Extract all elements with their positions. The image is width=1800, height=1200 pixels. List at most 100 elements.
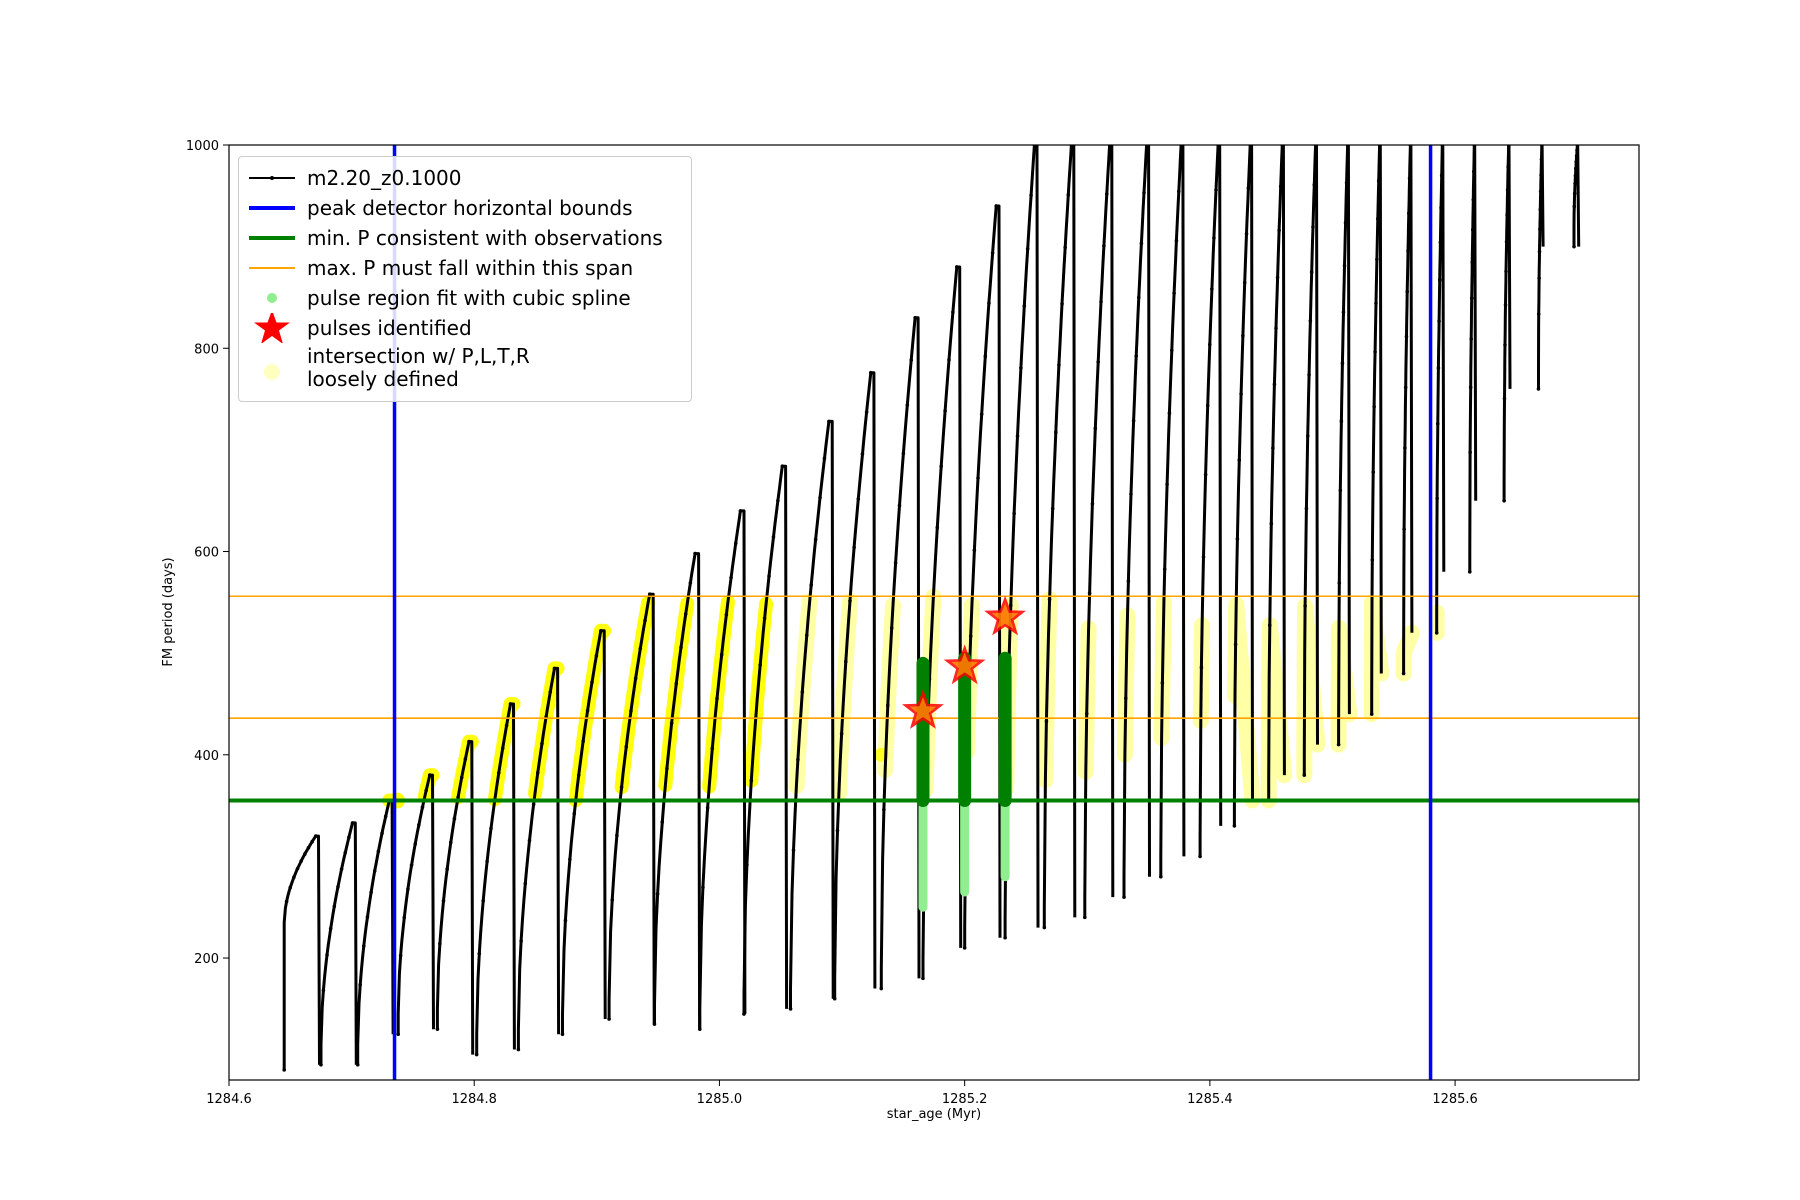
model-point [1502, 396, 1507, 401]
model-point [771, 535, 776, 539]
model-point [1096, 360, 1100, 364]
model-point [972, 548, 977, 553]
model-point [776, 498, 780, 503]
model-point [742, 1012, 746, 1016]
model-curve-cycle-14 [833, 371, 877, 999]
model-point [599, 628, 603, 633]
model-point [427, 773, 432, 777]
model-point [1269, 521, 1274, 526]
model-curve-cycle-29 [1402, 145, 1414, 674]
model-point [1338, 488, 1343, 493]
model-point [1403, 385, 1408, 390]
model-point [733, 541, 738, 546]
model-point [563, 918, 568, 923]
model-point [1539, 157, 1544, 162]
model-point [1278, 184, 1283, 189]
model-point [1029, 193, 1033, 198]
legend-item-pulses: pulses identified [239, 313, 691, 343]
model-point [1502, 498, 1506, 503]
model-point [1022, 304, 1027, 308]
model-point [1241, 333, 1245, 338]
model-point [893, 561, 898, 565]
model-point [962, 946, 967, 950]
model-point [1047, 597, 1052, 602]
model-point [1274, 326, 1278, 331]
model-point [474, 1052, 479, 1057]
model-curve-cycle-22 [1159, 145, 1186, 877]
legend-marker-handle [267, 293, 277, 303]
model-point [1537, 276, 1541, 281]
model-point [420, 805, 425, 810]
model-point [523, 881, 528, 886]
model-point [303, 852, 307, 856]
model-point [527, 838, 532, 843]
model-point [701, 885, 705, 890]
model-point [758, 663, 762, 667]
model-point [1344, 180, 1349, 185]
model-point [1470, 260, 1475, 265]
model-point [459, 775, 464, 780]
model-curve-cycle-11 [698, 509, 747, 1030]
model-point [843, 659, 848, 664]
model-curve-cycle-15 [879, 316, 921, 989]
model-point [688, 581, 693, 585]
legend-line-handle [249, 236, 295, 240]
model-point [804, 633, 809, 637]
x-tick-label: 1285.0 [697, 1092, 743, 1107]
model-point [951, 310, 955, 314]
model-point [1176, 189, 1181, 194]
model-point [879, 986, 884, 991]
axes-layer: 1284.6 1284.8 1285.0 1285.2 1285.4 1285.6 200 4… [186, 139, 1478, 1107]
model-point [424, 788, 428, 793]
model-point [1057, 363, 1061, 367]
model-point [435, 1027, 440, 1031]
model-point [1050, 506, 1055, 511]
model-point [1205, 403, 1210, 408]
model-point [868, 370, 873, 375]
model-curve-cycle-27 [1337, 145, 1351, 745]
model-point [643, 618, 647, 623]
model-point [1275, 275, 1280, 280]
model-point [1506, 165, 1510, 169]
model-point [1437, 319, 1441, 324]
model-point [1375, 216, 1380, 221]
model-point [1099, 299, 1103, 304]
model-point [710, 746, 715, 751]
model-point [1373, 350, 1377, 354]
model-point [660, 820, 665, 824]
pulse-star-highlight-2 [951, 652, 978, 678]
model-point [1134, 354, 1138, 358]
model-point [548, 690, 553, 694]
model-point [1437, 278, 1442, 282]
model-point [1207, 342, 1212, 347]
model-point [481, 899, 485, 903]
model-point [619, 785, 624, 789]
model-point [1341, 310, 1346, 314]
x-tick-label: 1284.8 [451, 1092, 497, 1107]
model-point [839, 731, 844, 736]
model-point [1375, 257, 1379, 262]
model-point [655, 892, 660, 896]
model-point [456, 795, 460, 800]
model-point [683, 612, 688, 616]
model-curve-cycle-20 [1083, 145, 1115, 918]
model-point [409, 863, 414, 867]
model-point [1538, 227, 1542, 232]
x-tick-label: 1285.4 [1187, 1092, 1233, 1107]
model-point [780, 464, 785, 468]
model-point [1468, 385, 1473, 390]
model-point [652, 1022, 657, 1026]
model-point [1439, 173, 1444, 178]
legend-label: min. P consistent with observations [307, 226, 663, 250]
model-point [568, 857, 572, 862]
model-point [1142, 190, 1146, 195]
model-point [1235, 537, 1240, 541]
model-point [448, 840, 453, 845]
model-point [1572, 204, 1577, 209]
model-point [560, 1032, 565, 1037]
model-point [372, 869, 377, 873]
model-point [1503, 303, 1508, 307]
model-point [552, 666, 557, 671]
pulse-star-highlight-3 [991, 603, 1019, 629]
model-point [1371, 470, 1376, 474]
